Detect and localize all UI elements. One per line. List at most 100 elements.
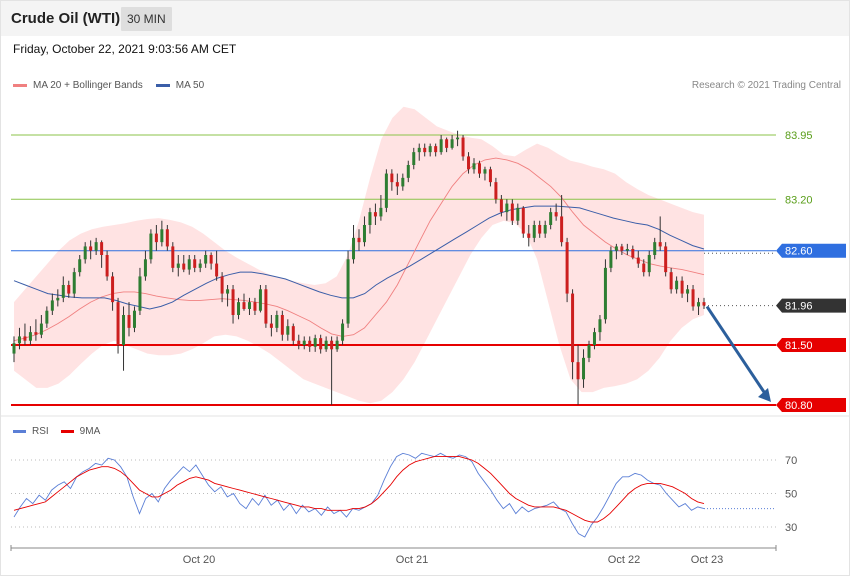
candle-up	[483, 169, 487, 174]
forecast-arrow-head	[758, 388, 771, 402]
candle-up	[352, 237, 356, 260]
candle-up	[302, 340, 306, 345]
candle-down	[242, 302, 246, 309]
rsi-legend: RSI 9MA	[13, 426, 112, 437]
candle-down	[658, 242, 662, 247]
candle-up	[149, 233, 153, 260]
candle-up	[78, 259, 82, 273]
candle-down	[264, 289, 268, 324]
level-label-81.96: 81.96	[785, 301, 813, 313]
ma20-line	[13, 157, 705, 342]
candle-up	[609, 250, 613, 268]
candle-up	[176, 263, 180, 268]
candle-down	[297, 340, 301, 345]
candle-up	[543, 225, 547, 234]
level-tag-82.60	[776, 243, 846, 258]
bollinger-band-area	[14, 106, 704, 404]
candle-down	[565, 242, 569, 294]
candle-down	[193, 259, 197, 268]
x-tick-label-oct-22: Oct 22	[608, 554, 640, 566]
candle-down	[499, 199, 503, 213]
candle-up	[697, 302, 701, 307]
candle-down	[494, 182, 498, 200]
level-label-82.60: 82.60	[785, 246, 813, 258]
candle-down	[521, 207, 525, 234]
candle-up	[138, 276, 142, 311]
candle-up	[335, 340, 339, 350]
candle-down	[395, 182, 399, 187]
candle-up	[592, 332, 596, 345]
candle-up	[428, 146, 432, 153]
interval-badge[interactable]: 30 MIN	[121, 7, 172, 31]
candle-down	[220, 276, 224, 294]
candle-down	[467, 156, 471, 170]
candle-down	[116, 302, 120, 345]
candle-up	[286, 326, 290, 335]
candle-down	[642, 263, 646, 273]
candle-down	[488, 169, 492, 183]
candle-up	[56, 297, 60, 301]
candle-down	[89, 246, 93, 251]
candle-up	[204, 255, 208, 264]
forecast-arrow-shaft	[705, 305, 768, 396]
candle-down	[631, 249, 635, 258]
candle-up	[472, 163, 476, 170]
candle-up	[582, 357, 586, 380]
rsi-tick-label-70: 70	[785, 455, 797, 467]
candle-down	[636, 257, 640, 264]
forecast-arrow	[705, 305, 771, 402]
legend-ma20: MA 20 + Bollinger Bands	[13, 80, 143, 91]
candle-up	[198, 263, 202, 268]
legend-ma20-label: MA 20 + Bollinger Bands	[33, 80, 143, 91]
candle-up	[341, 323, 345, 341]
legend-ma20-swatch	[13, 84, 27, 87]
candle-down	[445, 139, 449, 148]
candle-down	[669, 272, 673, 290]
candle-up	[675, 280, 679, 290]
candle-up	[72, 272, 76, 294]
candle-up	[384, 173, 388, 208]
candle-down	[280, 315, 284, 335]
x-tick-label-oct-21: Oct 21	[396, 554, 428, 566]
x-axis: Oct 20 Oct 21 Oct 22 Oct 23	[10, 545, 777, 566]
candle-down	[269, 323, 273, 328]
candle-up	[160, 229, 164, 243]
candle-up	[686, 289, 690, 294]
candle-up	[61, 285, 65, 298]
candle-down	[434, 146, 438, 153]
candle-up	[237, 302, 241, 315]
candle-up	[598, 319, 602, 333]
candle-up	[132, 310, 136, 328]
legend-rsi: RSI	[13, 426, 49, 437]
candle-up	[450, 139, 454, 148]
candle-down	[154, 233, 158, 243]
candle-down	[373, 212, 377, 217]
price-levels	[11, 134, 776, 406]
rsi-panel: 70 50 30	[11, 452, 797, 538]
candle-up	[587, 345, 591, 358]
candle-down	[554, 212, 558, 217]
candle-up	[324, 340, 328, 350]
candle-up	[417, 147, 421, 153]
candle-up	[368, 212, 372, 225]
candle-down	[105, 255, 109, 277]
legend-rsi-swatch	[13, 430, 26, 433]
legend-ma50-label: MA 50	[175, 80, 205, 91]
candles	[12, 130, 706, 405]
level-label-81.50: 81.50	[785, 340, 813, 352]
legend-9ma-swatch	[60, 430, 74, 433]
candle-down	[461, 137, 465, 157]
candle-down	[560, 216, 564, 243]
candle-down	[171, 246, 175, 268]
candle-up	[39, 323, 43, 335]
candle-up	[12, 343, 16, 354]
level-tag-81.50	[776, 338, 846, 352]
candle-down	[100, 242, 104, 255]
candle-up	[362, 225, 366, 243]
candle-up	[439, 139, 443, 153]
candle-down	[165, 229, 169, 247]
candle-down	[538, 225, 542, 234]
timestamp: Friday, October 22, 2021 9:03:56 AM CET	[13, 42, 237, 56]
candle-up	[549, 212, 553, 225]
candle-up	[625, 249, 629, 251]
